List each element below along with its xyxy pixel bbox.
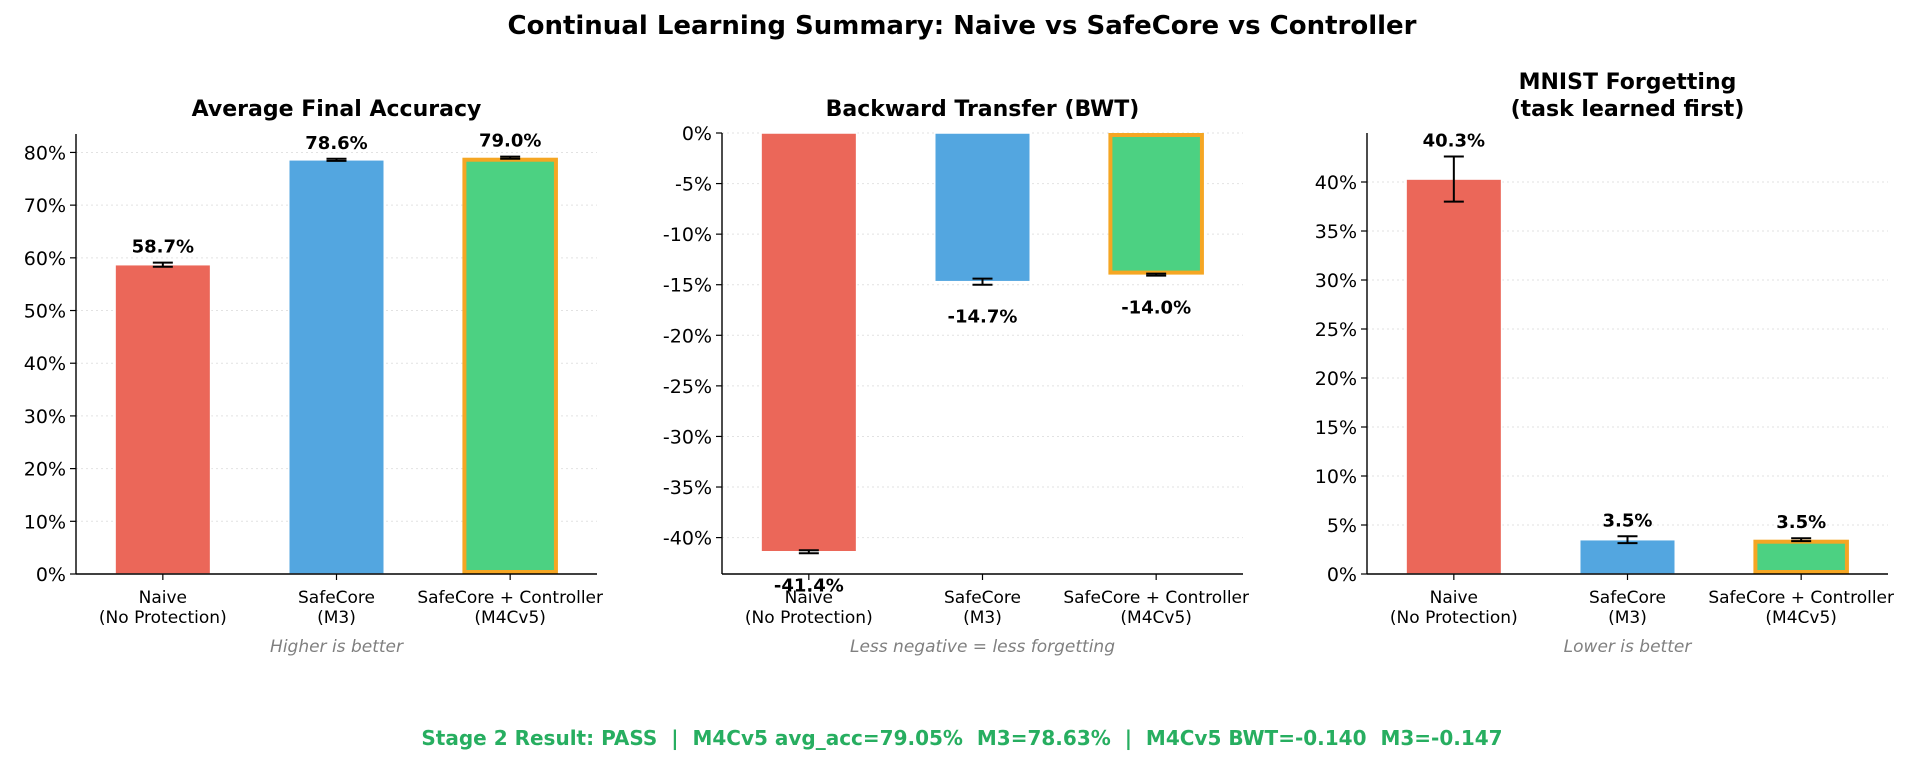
- panel-title: Backward Transfer (BWT): [826, 97, 1140, 122]
- x-tick-label: SafeCore + Controller: [1063, 588, 1249, 608]
- x-tick-label: (M3): [1608, 608, 1647, 628]
- x-tick-label: (M3): [317, 608, 356, 628]
- y-tick-label: 15%: [1315, 417, 1357, 439]
- y-tick-label: 50%: [24, 301, 66, 323]
- x-tick-label: SafeCore: [298, 588, 375, 608]
- y-tick-label: 60%: [24, 248, 66, 270]
- bar: [1753, 539, 1849, 575]
- stage-result-footer: Stage 2 Result: PASS | M4Cv5 avg_acc=79.…: [421, 726, 1502, 750]
- x-tick-label: SafeCore: [944, 588, 1021, 608]
- data-label: 3.5%: [1776, 512, 1826, 533]
- data-label: -14.0%: [1121, 298, 1191, 319]
- bwt-panel: Backward Transfer (BWT) 0% -5% -10% -15% -20%…: [663, 97, 1249, 657]
- bar: [1108, 133, 1204, 275]
- bar: [933, 132, 1032, 283]
- y-tick-label: -30%: [663, 426, 712, 448]
- x-tick-label: SafeCore + Controller: [1708, 588, 1894, 608]
- y-tick-label: 5%: [1327, 515, 1357, 537]
- x-tick-label: (M4Cv5): [1120, 608, 1192, 628]
- y-tick-label: 20%: [1315, 368, 1357, 390]
- y-tick-label: 35%: [1315, 221, 1357, 243]
- data-label: -41.4%: [774, 575, 844, 596]
- y-tick-label: -5%: [675, 174, 712, 196]
- x-tick-label: (M3): [963, 608, 1002, 628]
- bar: [114, 263, 212, 575]
- x-tick-label: (M4Cv5): [1765, 608, 1837, 628]
- data-label: 58.7%: [132, 237, 194, 258]
- y-tick-label: 0%: [1327, 564, 1357, 586]
- bar: [1405, 178, 1503, 575]
- x-tick-label: Naive: [785, 588, 833, 608]
- y-tick-label: 25%: [1315, 319, 1357, 341]
- x-tick-label: (No Protection): [1390, 608, 1518, 628]
- x-tick-label: Naive: [139, 588, 187, 608]
- panel-title: (task learned first): [1511, 97, 1745, 122]
- x-tick-label: SafeCore + Controller: [417, 588, 603, 608]
- y-tick-label: 40%: [24, 353, 66, 375]
- bar: [1578, 538, 1677, 575]
- bar: [287, 159, 386, 575]
- y-tick-label: 30%: [1315, 270, 1357, 292]
- panel-note: Less negative = less forgetting: [850, 637, 1115, 657]
- y-tick-label: -35%: [663, 477, 712, 499]
- figure-title: Continual Learning Summary: Naive vs Saf…: [508, 11, 1417, 41]
- data-label: 40.3%: [1423, 131, 1485, 152]
- y-tick-label: 30%: [24, 406, 66, 428]
- bar: [462, 157, 558, 574]
- data-label: 78.6%: [305, 133, 367, 154]
- bar: [760, 132, 858, 553]
- forgetting-panel: MNIST Forgetting(task learned first) 0% 5%…: [1315, 70, 1894, 657]
- y-tick-label: 40%: [1315, 172, 1357, 194]
- panel-title: Average Final Accuracy: [192, 97, 482, 122]
- y-tick-label: 10%: [24, 511, 66, 533]
- data-label: 79.0%: [479, 131, 541, 152]
- data-label: 3.5%: [1603, 510, 1653, 531]
- y-tick-label: 70%: [24, 195, 66, 217]
- data-label: -14.7%: [948, 307, 1018, 328]
- y-tick-label: -10%: [663, 224, 712, 246]
- y-tick-label: 10%: [1315, 466, 1357, 488]
- x-tick-label: (No Protection): [99, 608, 227, 628]
- accuracy-panel: Average Final Accuracy 0% 10% 20% 30% 40% 50% 6…: [24, 97, 603, 657]
- y-tick-label: -25%: [663, 376, 712, 398]
- x-tick-label: SafeCore: [1589, 588, 1666, 608]
- y-tick-label: -15%: [663, 275, 712, 297]
- y-tick-label: 0%: [36, 564, 66, 586]
- y-tick-label: 0%: [682, 123, 712, 145]
- panel-note: Lower is better: [1564, 637, 1693, 657]
- y-tick-label: 80%: [24, 142, 66, 164]
- y-tick-label: 20%: [24, 459, 66, 481]
- y-tick-label: -40%: [663, 528, 712, 550]
- panel-note: Higher is better: [270, 637, 404, 657]
- x-tick-label: Naive: [1430, 588, 1478, 608]
- y-tick-label: -20%: [663, 325, 712, 347]
- panel-title: MNIST Forgetting: [1519, 70, 1737, 95]
- x-tick-label: (M4Cv5): [474, 608, 546, 628]
- x-tick-label: (No Protection): [745, 608, 873, 628]
